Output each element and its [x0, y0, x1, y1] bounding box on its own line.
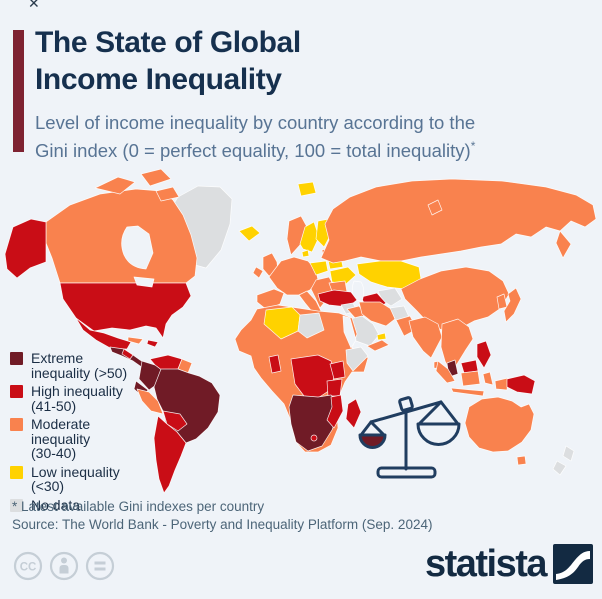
region-cuba: [128, 337, 143, 344]
legend-item-high: High inequality (41-50): [10, 384, 142, 413]
region-philippines: [477, 341, 491, 368]
region-hispaniola: [147, 340, 158, 347]
legend-item-extreme: Extreme inequality (>50): [10, 351, 142, 380]
region-canada: [46, 189, 197, 283]
scale-pan-right: [418, 424, 459, 445]
subtitle-line-2: Gini index (0 = perfect equality, 100 = …: [35, 138, 476, 161]
statista-logo-mark: [553, 544, 593, 584]
attribution-person-icon[interactable]: [49, 551, 79, 581]
region-canada-arctic-islands: [95, 169, 179, 201]
region-ireland: [253, 267, 263, 278]
page-subtitle: Level of income inequality by country ac…: [35, 111, 475, 162]
region-united-states: [60, 283, 191, 338]
region-norway: [287, 216, 307, 255]
title-accent-bar: [13, 30, 24, 152]
region-madagascar: [346, 399, 361, 428]
map-legend: Extreme inequality (>50) High inequality(…: [10, 351, 142, 516]
region-ghana: [269, 355, 281, 373]
region-peru: [137, 389, 163, 414]
region-sweden: [300, 222, 319, 252]
region-somalia: [346, 347, 368, 371]
legend-swatch-high: [10, 385, 23, 398]
no-derivatives-equals-icon[interactable]: [85, 551, 115, 581]
page-title: The State of Global Income Inequality: [35, 24, 301, 98]
region-japan: [504, 288, 521, 322]
region-southern-africa: [289, 395, 338, 451]
region-lesotho: [311, 435, 317, 441]
region-india: [409, 317, 442, 358]
region-nicaragua: [122, 349, 133, 359]
footnote: * Latest available Gini indexes per coun…: [12, 499, 265, 514]
region-svalbard: [298, 182, 316, 196]
region-ukraine: [330, 267, 356, 284]
region-yemen-oman: [367, 340, 389, 351]
region-papua-new-guinea: [507, 375, 535, 394]
legend-swatch-low: [10, 465, 23, 479]
region-poland: [310, 261, 328, 275]
statista-wordmark: statista: [424, 543, 548, 585]
region-indonesia-borneo: [461, 371, 480, 386]
region-mexico: [76, 318, 131, 349]
subtitle-line-1: Level of income inequality by country ac…: [35, 112, 476, 133]
region-russia: [321, 179, 596, 263]
region-denmark: [302, 250, 309, 257]
region-new-zealand: [553, 446, 574, 475]
region-iceland: [239, 226, 260, 241]
close-icon[interactable]: ✕: [28, 0, 40, 11]
footnote-marker: *: [470, 138, 476, 153]
region-southeast-asia: [441, 319, 473, 374]
legend-item-nodata: No data: [10, 497, 142, 513]
region-iran: [359, 302, 395, 326]
region-tasmania: [517, 456, 526, 465]
region-australia: [465, 397, 534, 452]
legend-swatch-moderate: [10, 418, 23, 431]
legend-item-moderate: Moderate inequality (30-40): [10, 417, 142, 461]
region-bolivia: [163, 411, 187, 431]
legend-swatch-extreme: [10, 352, 23, 365]
region-indonesia-sulawesi: [483, 372, 493, 385]
region-indonesia-sumatra: [436, 361, 455, 383]
region-kenya: [330, 361, 345, 379]
region-tanzania: [327, 379, 342, 396]
license-icons: CC: [13, 551, 115, 581]
region-alaska: [5, 219, 46, 278]
region-iberia: [257, 289, 284, 310]
scales-of-justice-icon: [360, 397, 459, 477]
svg-text:CC: CC: [20, 562, 37, 574]
statista-logo[interactable]: statista: [425, 544, 593, 584]
scale-pan-left: [360, 435, 385, 448]
region-argentina-chile: [154, 416, 186, 493]
region-west-new-guinea: [495, 378, 508, 390]
title-line-1: The State of Global: [35, 26, 301, 59]
region-libya: [298, 313, 324, 338]
region-indonesia-java: [451, 388, 484, 396]
legend-item-low: Low inequality (<30): [10, 464, 142, 494]
title-line-2: Income Inequality: [35, 63, 282, 96]
region-mozambique: [327, 395, 343, 428]
cc-icon[interactable]: CC: [13, 551, 43, 581]
legend-swatch-nodata: [10, 498, 23, 512]
region-uae: [377, 333, 386, 340]
source-line: Source: The World Bank - Poverty and Ine…: [12, 517, 433, 532]
